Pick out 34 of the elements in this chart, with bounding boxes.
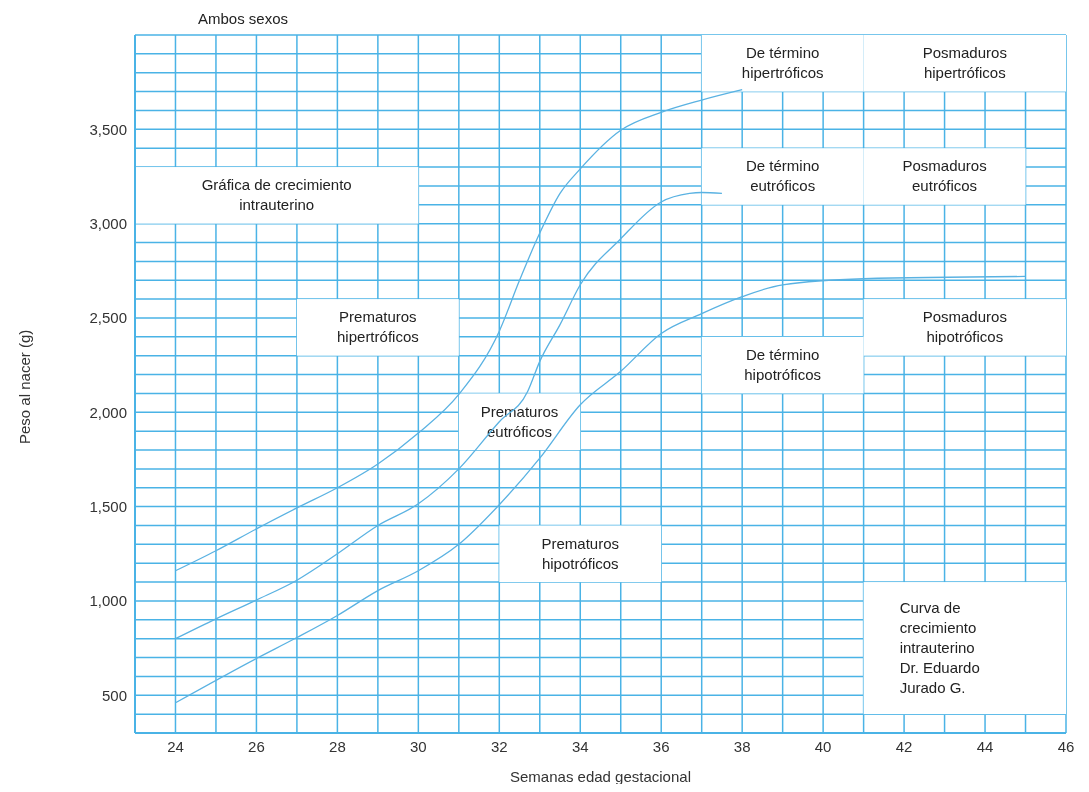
x-tick-label: 38: [733, 737, 751, 755]
y-tick-label: 1,500: [89, 497, 127, 515]
x-tick-label: 46: [1057, 737, 1075, 755]
line-series: [174, 275, 1027, 704]
y-axis-title: Peso al nacer (g): [16, 329, 34, 444]
annotation: De término hipertróficos: [741, 44, 824, 82]
y-tick-label: 500: [101, 686, 127, 704]
x-tick-label: 42: [895, 737, 913, 755]
annotation: Prematuros hipertróficos: [337, 308, 419, 346]
y-tick-label: 1,000: [89, 592, 127, 610]
x-tick-label: 24: [167, 737, 184, 755]
y-tick-label: 3,500: [89, 120, 127, 138]
y-tick-label: 3,000: [89, 214, 127, 232]
annotation: Posmaduros hipertróficos: [922, 44, 1007, 82]
x-tick-label: 44: [976, 737, 994, 755]
annotation: Posmaduros eutróficos: [902, 157, 987, 195]
annotation: Prematuros hipotróficos: [541, 534, 620, 572]
x-tick-label: 40: [814, 737, 832, 755]
y-tick-label: 2,500: [89, 309, 127, 327]
annotation: Curva de crecimiento intrauterino Dr. Eduardo Jurado G.: [899, 599, 980, 697]
x-tick-label: 30: [410, 737, 427, 755]
line-series: [174, 89, 743, 572]
annotation: De término hipotróficos: [744, 346, 822, 384]
x-tick-label: 26: [248, 737, 265, 755]
line-series: [174, 191, 723, 640]
x-tick-label: 32: [490, 737, 508, 755]
y-tick-label: 2,000: [89, 403, 127, 421]
annotation: Posmaduros hipotróficos: [922, 308, 1007, 346]
annotation: Gráfica de crecimiento intrauterino: [201, 176, 352, 214]
chart-title: Ambos sexos: [198, 10, 289, 27]
x-tick-label: 28: [329, 737, 346, 755]
x-tick-label: 34: [571, 737, 589, 755]
x-tick-label: 36: [652, 737, 670, 755]
annotation: De término eutróficos: [745, 157, 820, 195]
